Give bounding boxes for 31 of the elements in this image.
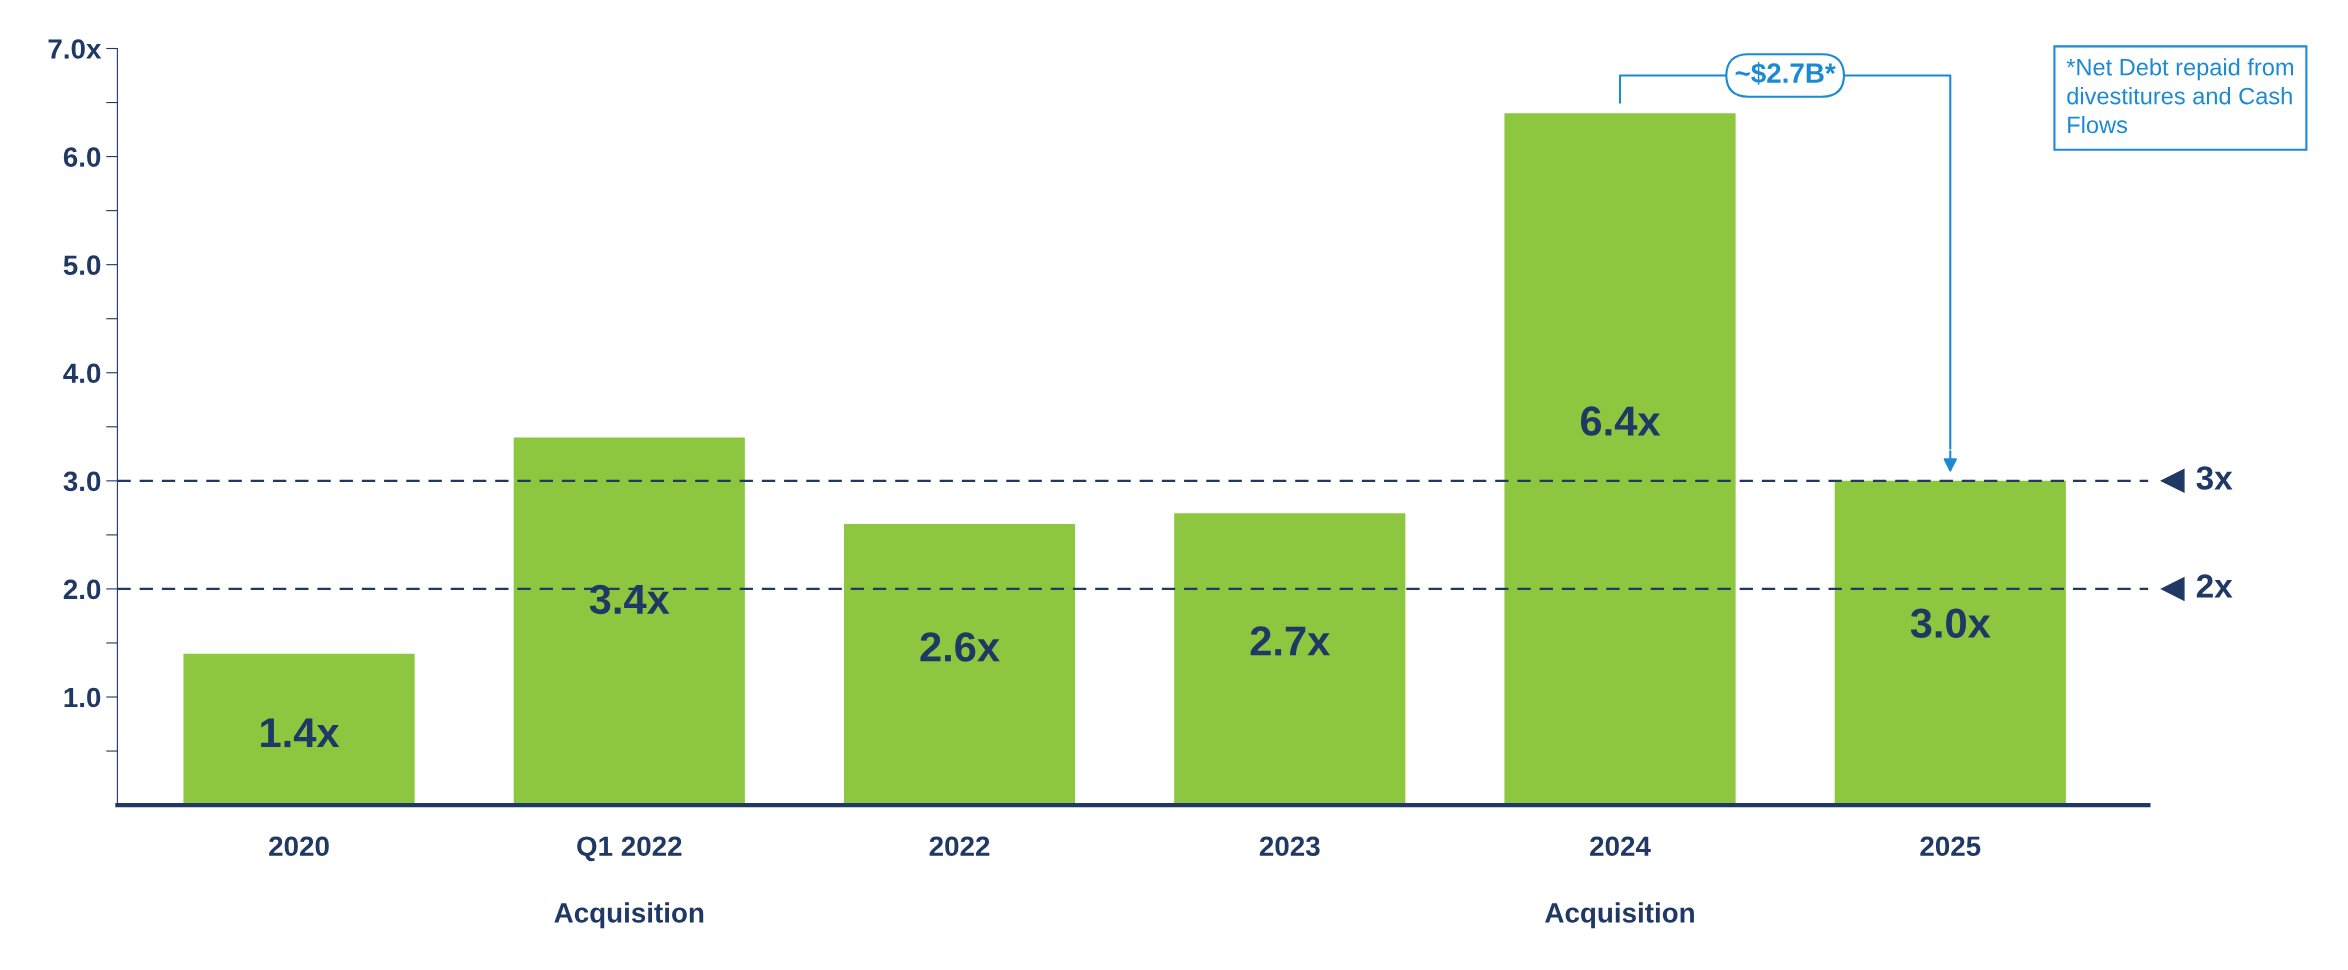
ref-line-label: 3x	[2196, 466, 2233, 490]
annotation: ~$2.7B*	[1735, 62, 1836, 85]
data-label: 3.4x	[589, 584, 670, 615]
bar	[513, 437, 745, 806]
text: Acquisition	[1545, 902, 1694, 929]
x-tick-label: 2023	[1259, 836, 1320, 857]
ref-line-label: 2x	[2196, 574, 2233, 598]
data-label: 1.4x	[261, 718, 340, 748]
bar	[843, 524, 1076, 806]
x-tick-label: 2022	[929, 836, 990, 857]
data-label: 6.4x	[1581, 406, 1661, 436]
bar	[1504, 113, 1736, 806]
bar	[1174, 513, 1406, 806]
y-tick-label: 3.0	[63, 471, 101, 492]
y-tick-label: 2.0	[63, 579, 101, 600]
y-tick-label: 7.0x	[48, 39, 102, 59]
x-tick-label: Q1 2022	[577, 836, 682, 862]
y-tick-label: 6.0	[63, 147, 101, 167]
data-label: 3.0x	[1910, 608, 1991, 638]
y-tick-label: 1.0	[64, 687, 101, 708]
data-label: 2.7x	[1250, 626, 1331, 656]
x-tick-label: 2020	[269, 836, 329, 857]
text: Acquisition	[554, 902, 704, 929]
y-tick-label: 4.0	[63, 363, 101, 384]
data-label: 2.6x	[920, 632, 1000, 662]
x-tick-label: 2025	[1920, 836, 1981, 857]
annotation: *Net Debt repaid from divestitures and Cash Flows	[2066, 58, 2294, 134]
x-tick-label: 2024	[1590, 836, 1651, 857]
y-tick-label: 5.0	[63, 255, 101, 276]
bar	[1834, 480, 2066, 806]
bar	[183, 653, 415, 806]
